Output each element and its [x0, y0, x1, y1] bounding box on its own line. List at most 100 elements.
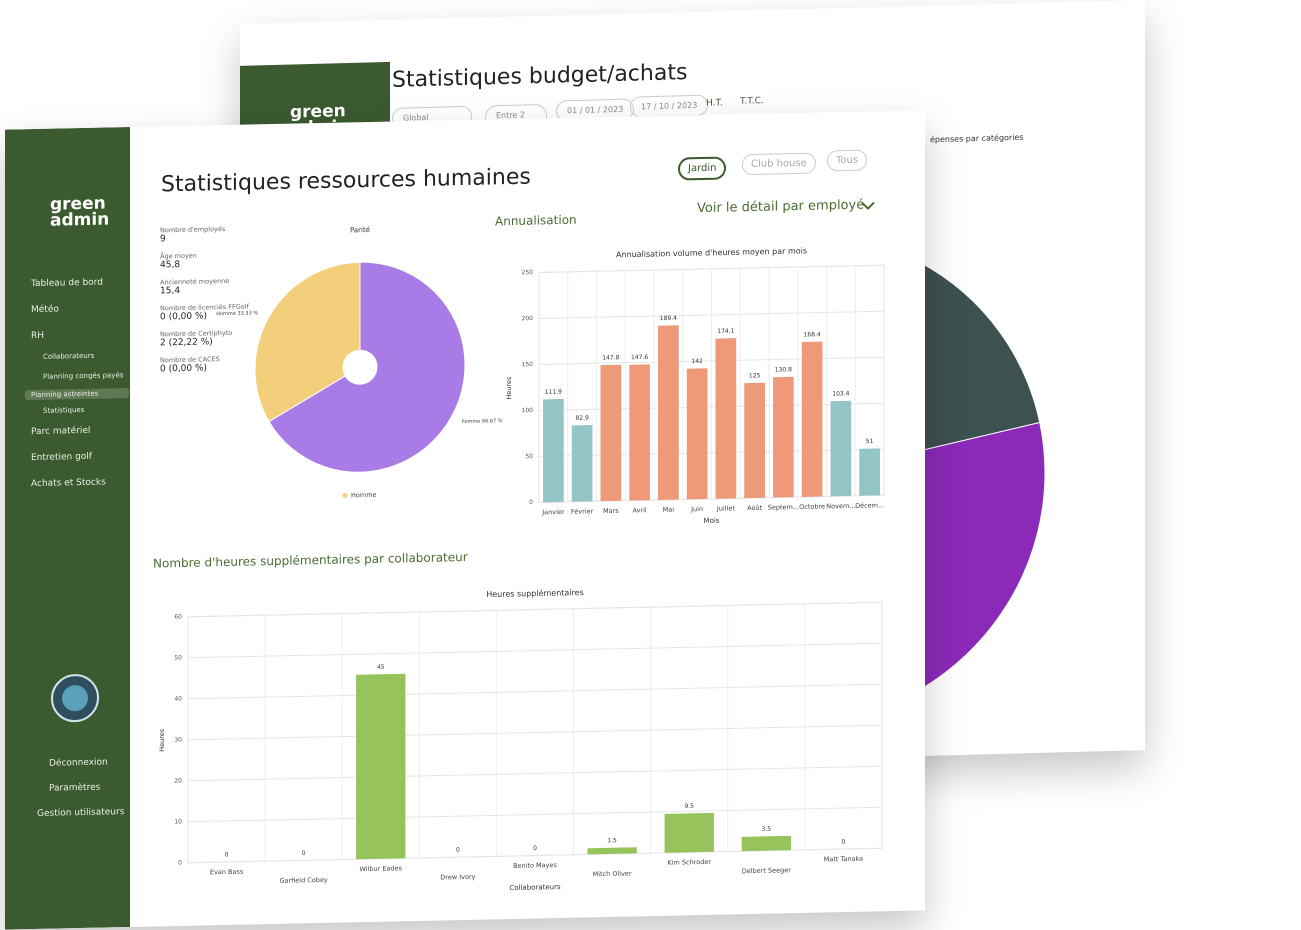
bar — [543, 398, 564, 503]
value-label: 82.9 — [575, 415, 589, 422]
hr-panel: green admin Tableau de bord Météo RH Col… — [5, 110, 925, 930]
nav-item[interactable]: Entretien golf — [31, 451, 92, 464]
value-label: 174.1 — [717, 328, 734, 335]
overtime-chart: Heures supplémentaires 0 10 20 30 40 50 60 0 Evan… — [158, 587, 883, 892]
grid-line — [188, 642, 882, 659]
y-axis-title: Heures — [158, 728, 166, 752]
y-tick-label: 0 — [178, 859, 182, 866]
value-label: 0 — [302, 850, 306, 857]
filter-button[interactable]: Tous — [827, 149, 868, 172]
grid-line — [539, 356, 884, 365]
x-tick-label: Delbert Seeger — [742, 866, 791, 875]
x-axis-title: Collaborateurs — [509, 883, 561, 892]
value-label: 130.8 — [775, 366, 792, 373]
value-label: 111.9 — [545, 389, 562, 396]
footer-link[interactable]: Gestion utilisateurs — [37, 807, 125, 819]
logo-word: admin — [50, 209, 110, 231]
grid-line — [188, 806, 882, 823]
x-tick-label: Kim Schroder — [667, 858, 711, 867]
value-label: 142 — [691, 358, 703, 365]
bar — [773, 376, 794, 498]
x-axis-title: Mois — [704, 517, 720, 525]
chevron — [861, 201, 875, 210]
footer-link[interactable]: Paramètres — [49, 782, 101, 794]
x-tick-label: Wilbur Eades — [360, 864, 403, 873]
grid-line — [539, 402, 884, 411]
y-axis-title: Heures — [505, 376, 513, 400]
bar — [587, 847, 637, 855]
bar — [686, 368, 708, 500]
chart-title: Heures supplémentaires — [486, 587, 584, 599]
value-label: 147.6 — [631, 354, 648, 361]
bar — [600, 364, 622, 502]
y-tick-label: 150 — [522, 361, 534, 368]
legend-swatch — [342, 493, 348, 499]
slice-label: Homme 33.33 % — [216, 310, 258, 317]
x-tick-label: Juillet — [716, 504, 735, 512]
chart-title: épenses par catégories — [930, 132, 1024, 144]
value-label: 0 — [456, 847, 460, 854]
bar — [741, 835, 792, 852]
grid-line — [539, 494, 884, 503]
y-tick-label: 10 — [174, 818, 182, 825]
x-tick-label: Evan Bass — [210, 868, 244, 877]
nav-item[interactable]: Parc matériel — [31, 425, 91, 438]
nav-subitem-active[interactable]: Planning astreintes — [25, 388, 129, 401]
y-tick-label: 60 — [174, 613, 182, 620]
badge-inner — [62, 685, 88, 712]
bar — [664, 812, 714, 853]
footer-link[interactable]: Déconnexion — [49, 757, 108, 769]
y-tick-label: 40 — [174, 695, 182, 702]
y-tick-label: 50 — [525, 453, 533, 460]
y-tick-label: 50 — [174, 654, 182, 661]
value-label: 189.4 — [660, 315, 677, 322]
x-tick-label: Octobre — [799, 502, 825, 511]
section-heading: Nombre d'heures supplémentaires par coll… — [153, 549, 468, 571]
x-tick-label: Décem... — [855, 501, 884, 510]
detail-link[interactable]: Voir le détail par employé — [697, 197, 865, 217]
legend-label: Homme — [351, 491, 377, 500]
parity-chart: Homme 33.33 % Femme 66.67 % Parité Homme — [216, 226, 503, 500]
y-tick-label: 100 — [522, 407, 534, 414]
value-label: 45 — [377, 664, 385, 671]
x-tick-label: Garfield Cobey — [280, 876, 328, 885]
x-tick-label: Drew Ivory — [440, 873, 475, 882]
nav-item[interactable]: RH — [31, 330, 45, 342]
filter-button[interactable]: Jardin — [678, 156, 727, 181]
x-tick-label: Mars — [603, 507, 619, 515]
value-label: 125 — [749, 372, 761, 379]
bar — [629, 364, 650, 501]
nav-item[interactable]: Météo — [31, 304, 59, 316]
bar — [859, 448, 880, 496]
grid-line — [539, 264, 884, 273]
x-tick-label: Février — [571, 507, 594, 515]
pie-slice — [254, 261, 361, 423]
annual-chart: Annualisation volume d'heures moyen par … — [505, 246, 885, 525]
x-tick-label: Matt Tanaka — [824, 855, 863, 864]
chevron-line — [861, 201, 875, 210]
filter-button[interactable]: Club house — [742, 152, 816, 176]
x-tick-label: Mai — [663, 506, 675, 514]
chart-title: Annualisation volume d'heures moyen par … — [616, 246, 807, 259]
bar — [658, 325, 679, 500]
nav-item[interactable]: Achats et Stocks — [31, 477, 106, 490]
slice-label: Femme 66.67 % — [462, 418, 503, 425]
value-label: 51 — [866, 438, 874, 445]
y-tick-label: 200 — [522, 315, 534, 322]
value-label: 3.5 — [762, 826, 772, 833]
nav-subitem[interactable]: Planning congés payés — [43, 371, 124, 381]
value-label: 0 — [225, 851, 229, 858]
nav-subitem[interactable]: Collaborateurs — [43, 351, 95, 361]
x-tick-label: Avril — [633, 506, 647, 514]
x-tick-label: Janvier — [541, 508, 565, 516]
club-badge — [51, 674, 99, 723]
x-tick-label: Benito Mayes — [513, 861, 557, 870]
grid-line — [188, 765, 882, 782]
nav-subitem[interactable]: Statistiques — [43, 405, 85, 415]
value-label: 168.4 — [804, 331, 821, 338]
nav-item[interactable]: Tableau de bord — [31, 277, 103, 290]
sidebar: green admin Tableau de bord Météo RH Col… — [5, 127, 130, 930]
grid-line — [188, 683, 882, 700]
grid-line — [539, 448, 884, 457]
